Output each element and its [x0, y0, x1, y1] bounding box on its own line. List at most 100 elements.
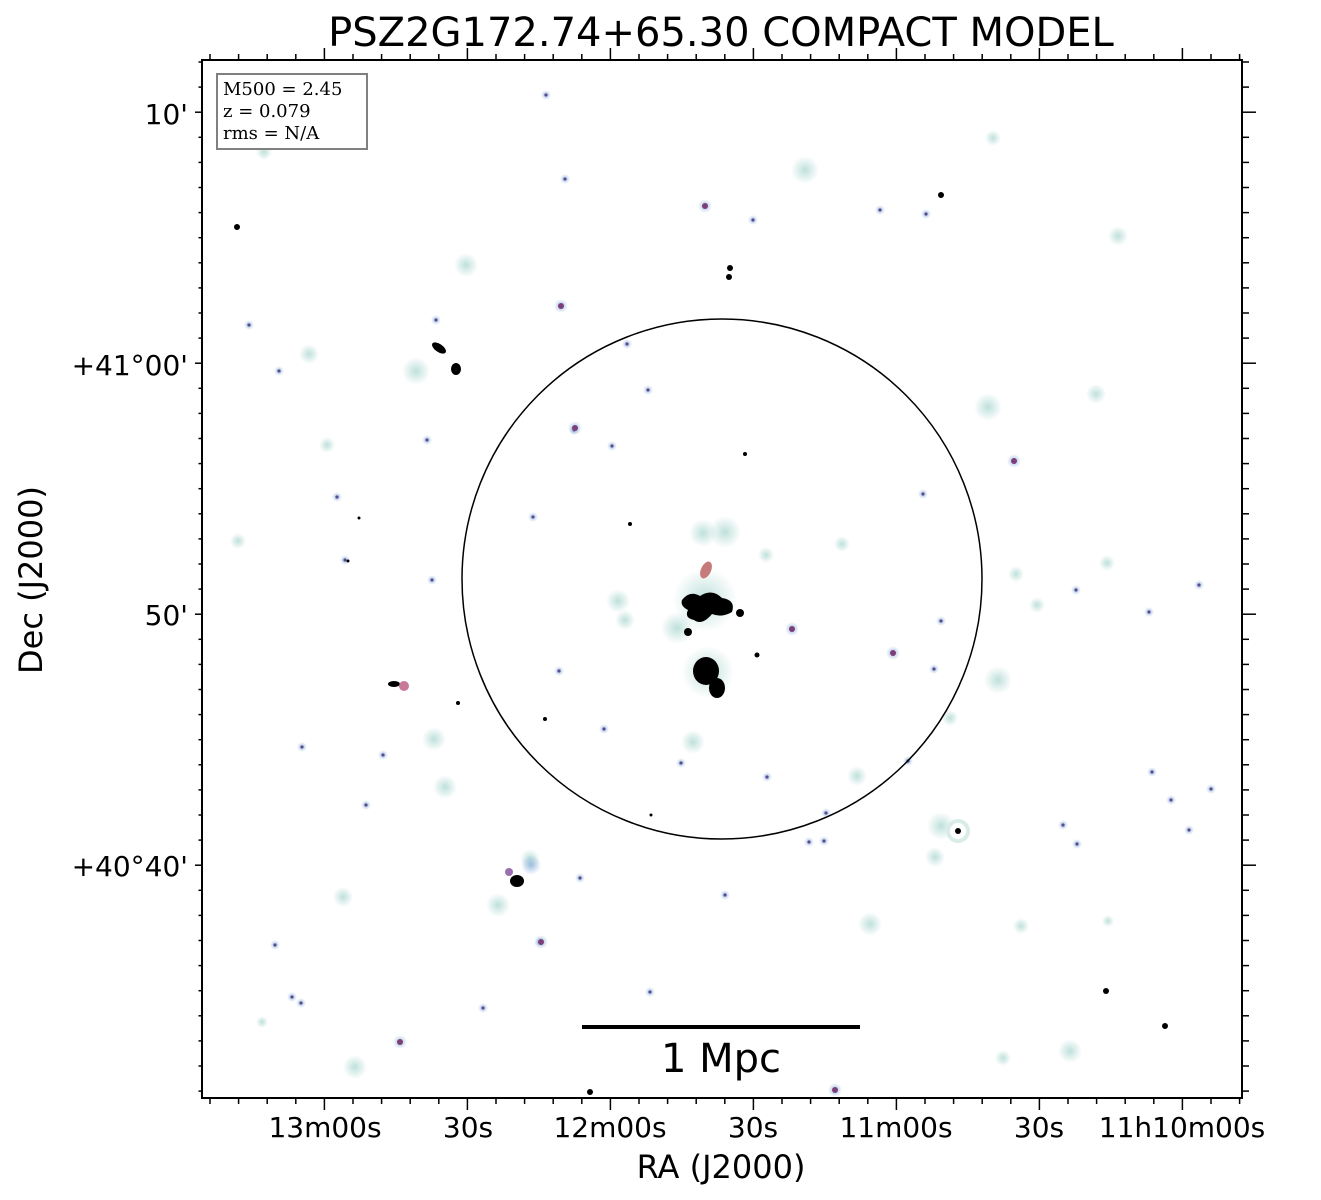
- x-tick-label: 30s: [1014, 1111, 1064, 1144]
- radio-source: [939, 619, 943, 623]
- radio-source: [1011, 458, 1017, 464]
- info-rms: rms = N/A: [223, 123, 320, 144]
- radio-source: [1169, 798, 1173, 802]
- radio-source: [878, 208, 882, 212]
- diffuse-glow: [984, 666, 1012, 694]
- cluster-south-tail: [709, 678, 725, 698]
- x-tick-label: 11m00s: [839, 1111, 952, 1144]
- compact-source: [628, 522, 632, 526]
- diffuse-glow: [319, 437, 335, 453]
- radio-source: [602, 727, 606, 731]
- radio-source: [430, 578, 434, 582]
- radio-source: [921, 492, 925, 496]
- info-redshift: z = 0.079: [223, 101, 311, 122]
- diffuse-glow: [343, 1055, 367, 1079]
- radio-source: [557, 669, 561, 673]
- compact-source: [346, 559, 350, 563]
- radio-source: [610, 444, 614, 448]
- radio-source: [890, 650, 896, 656]
- x-tick-label: 30s: [443, 1111, 493, 1144]
- radio-source: [702, 203, 708, 209]
- double-source-north: [432, 342, 446, 354]
- diffuse-glow: [758, 547, 774, 563]
- compact-source: [357, 516, 361, 520]
- diffuse-glow: [925, 847, 945, 867]
- compact-source: [726, 274, 732, 280]
- diffuse-glow: [709, 516, 741, 548]
- compact-source: [1103, 988, 1109, 994]
- radio-source: [1061, 823, 1065, 827]
- radio-source: [544, 93, 548, 97]
- radio-source: [1074, 588, 1078, 592]
- radio-source: [1147, 610, 1151, 614]
- info-box: M500 = 2.45 z = 0.079 rms = N/A: [216, 73, 368, 150]
- radio-source: [625, 342, 629, 346]
- radio-source: [399, 681, 409, 691]
- radio-source: [277, 369, 281, 373]
- radio-source: [273, 943, 277, 947]
- info-mass: M500 = 2.45: [223, 79, 342, 100]
- radio-source: [335, 495, 339, 499]
- radio-source: [1075, 842, 1079, 846]
- radio-source: [505, 868, 513, 876]
- radio-source: [247, 323, 251, 327]
- y-tick-label: +41°00': [72, 349, 188, 382]
- cluster-core: [681, 592, 733, 622]
- radio-source: [425, 438, 429, 442]
- diffuse-glow: [1108, 226, 1128, 246]
- cluster-fragment: [684, 628, 692, 636]
- radio-source: [822, 839, 826, 843]
- diffuse-glow: [1102, 915, 1114, 927]
- diffuse-glow: [985, 130, 1001, 146]
- radio-source: [679, 761, 683, 765]
- radio-source: [558, 303, 564, 309]
- radio-source: [789, 626, 795, 632]
- compact-source: [510, 875, 524, 887]
- diffuse-glow: [1029, 597, 1045, 613]
- plot-title: PSZ2G172.74+65.30 COMPACT MODEL: [328, 10, 1114, 56]
- info-box-frame: [216, 73, 368, 150]
- diffuse-glow: [858, 912, 882, 936]
- diffuse-glow: [606, 589, 630, 613]
- diffuse-glow: [689, 519, 717, 547]
- radio-source: [1209, 787, 1213, 791]
- diffuse-glow: [615, 610, 635, 630]
- compact-source: [649, 813, 653, 817]
- diffuse-glow: [791, 156, 819, 184]
- compact-source: [938, 192, 944, 198]
- diffuse-glow: [299, 344, 319, 364]
- radio-source-halo: [521, 855, 541, 875]
- axis-ticks: [195, 48, 1256, 1110]
- compact-source: [727, 265, 733, 271]
- compact-source: [587, 1089, 593, 1095]
- compact-source: [543, 717, 547, 721]
- diffuse-glow: [1013, 918, 1029, 934]
- radio-source: [578, 876, 582, 880]
- y-tick-label: 10': [145, 98, 188, 131]
- radio-sources: [234, 90, 1216, 1097]
- diffuse-glow: [1008, 566, 1024, 582]
- radio-source: [1197, 583, 1201, 587]
- diffuse-glow: [433, 775, 457, 799]
- y-tick-label: 50': [145, 599, 188, 632]
- radio-source: [824, 811, 828, 815]
- radio-source: [300, 745, 304, 749]
- radio-source: [364, 803, 368, 807]
- diffuse-glow: [974, 393, 1002, 421]
- diffuse-glow: [1086, 384, 1106, 404]
- radio-source: [343, 558, 347, 562]
- plot-area: 1 Mpc M500 = 2.45 z = 0.079 rms = N/A: [195, 48, 1256, 1110]
- radio-source: [531, 515, 535, 519]
- radio-source: [538, 939, 544, 945]
- radio-source: [765, 775, 769, 779]
- x-tick-label: 12m00s: [553, 1111, 666, 1144]
- y-tick-labels: 10' +41°00' 50' +40°40': [72, 98, 188, 883]
- diffuse-glow: [256, 1016, 268, 1028]
- radio-source: [932, 667, 936, 671]
- radio-source: [723, 893, 727, 897]
- diffuse-glow: [422, 727, 446, 751]
- diffuse-glow: [942, 710, 958, 726]
- x-axis-label: RA (J2000): [637, 1148, 806, 1186]
- diffuse-emission: [230, 130, 1128, 1079]
